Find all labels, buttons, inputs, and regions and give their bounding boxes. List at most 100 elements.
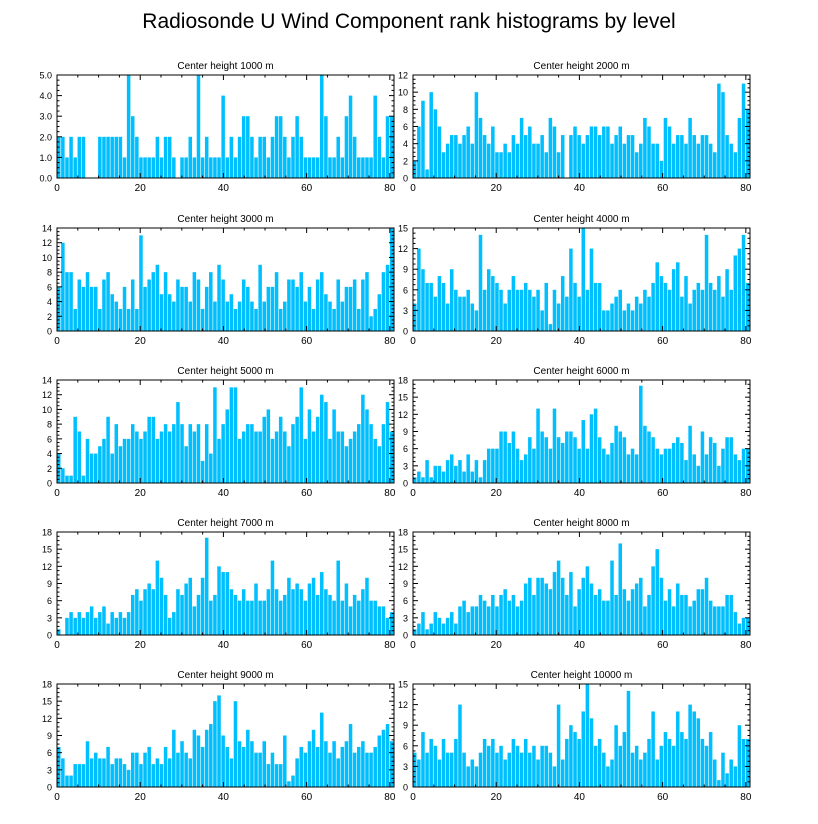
y-tick-label: 1.0 <box>39 153 52 163</box>
bar <box>429 92 433 178</box>
bar <box>65 272 69 331</box>
bar <box>647 594 651 635</box>
bar <box>482 460 487 483</box>
bar <box>741 234 746 331</box>
x-tick-label: 0 <box>410 640 416 651</box>
y-tick-label: 0.0 <box>39 174 52 184</box>
bar <box>258 752 262 787</box>
bar <box>425 282 429 331</box>
bar <box>634 454 639 483</box>
bar <box>676 583 680 635</box>
y-tick-label: 18 <box>398 528 408 538</box>
bar <box>585 135 590 178</box>
x-tick-label: 40 <box>574 792 586 803</box>
bar <box>425 460 429 483</box>
bar <box>696 282 701 331</box>
bar <box>663 732 668 787</box>
bar <box>515 448 520 483</box>
bar <box>417 623 421 635</box>
y-tick-label: 15 <box>42 697 52 707</box>
bar <box>385 402 390 483</box>
bar <box>303 600 308 635</box>
bar <box>614 296 618 331</box>
bar <box>713 606 717 635</box>
bar <box>246 600 250 635</box>
bar <box>663 600 668 635</box>
bar <box>352 752 357 787</box>
bar <box>597 437 602 483</box>
panel-title: Center height 9000 m <box>177 670 273 681</box>
bar <box>307 583 312 635</box>
bar <box>172 612 176 635</box>
bar <box>204 537 209 635</box>
bar <box>725 773 729 787</box>
y-tick-label: 14 <box>42 376 52 386</box>
bar <box>659 160 664 178</box>
y-tick-label: 15 <box>398 680 408 690</box>
bar <box>676 437 680 483</box>
y-tick-label: 6 <box>47 434 52 444</box>
bar <box>626 303 631 331</box>
bar <box>81 764 86 787</box>
y-tick-label: 0 <box>403 631 408 641</box>
bar <box>340 600 345 635</box>
bar <box>270 752 275 787</box>
panel-title: Center height 8000 m <box>533 518 629 529</box>
bar <box>696 718 701 787</box>
bar <box>77 431 82 483</box>
chart-panel-9: Center height 9000 m 0 20 40 60 80 0 3 6 9 12 15 18 <box>42 670 396 803</box>
bar <box>491 738 495 787</box>
bar <box>589 248 594 331</box>
bar <box>659 276 664 331</box>
bar <box>77 136 82 178</box>
x-tick-label: 20 <box>135 183 147 194</box>
bar <box>61 468 65 483</box>
bar <box>336 279 340 331</box>
bar <box>61 758 65 787</box>
bar <box>733 612 738 635</box>
bar <box>357 308 361 331</box>
bar <box>704 135 709 178</box>
bar <box>610 303 614 331</box>
bar <box>684 143 688 178</box>
bar <box>184 286 188 331</box>
bar <box>458 460 462 483</box>
x-tick-label: 80 <box>384 488 396 499</box>
bar <box>270 286 275 331</box>
bar <box>692 711 696 787</box>
bar <box>544 282 549 331</box>
bar <box>688 425 692 483</box>
panel-title: Center height 1000 m <box>177 61 273 72</box>
bar <box>618 745 622 787</box>
bar <box>647 126 651 178</box>
bar <box>655 143 659 178</box>
bar <box>85 741 90 787</box>
bar <box>237 741 242 787</box>
bar <box>352 594 357 635</box>
bar <box>254 308 258 331</box>
bar <box>626 600 631 635</box>
y-tick-label: 6 <box>47 596 52 606</box>
bar <box>560 577 565 635</box>
bar <box>515 606 520 635</box>
y-tick-label: 15 <box>42 545 52 555</box>
panel-title: Center height 10000 m <box>531 670 633 681</box>
bar <box>139 600 143 635</box>
y-tick-label: 12 <box>398 244 408 254</box>
bar <box>552 766 557 787</box>
bar <box>65 475 69 483</box>
bar <box>573 437 577 483</box>
bar <box>503 759 507 787</box>
bar <box>167 136 172 178</box>
bar <box>482 135 487 178</box>
bar <box>348 438 353 483</box>
bar <box>389 741 394 787</box>
bar <box>643 425 647 483</box>
bar <box>466 289 470 331</box>
bar <box>315 157 320 178</box>
bar <box>717 83 721 178</box>
x-tick-label: 20 <box>491 488 503 499</box>
y-tick-label: 4 <box>47 449 52 459</box>
bar <box>299 746 303 787</box>
y-tick-label: 9 <box>403 579 408 589</box>
